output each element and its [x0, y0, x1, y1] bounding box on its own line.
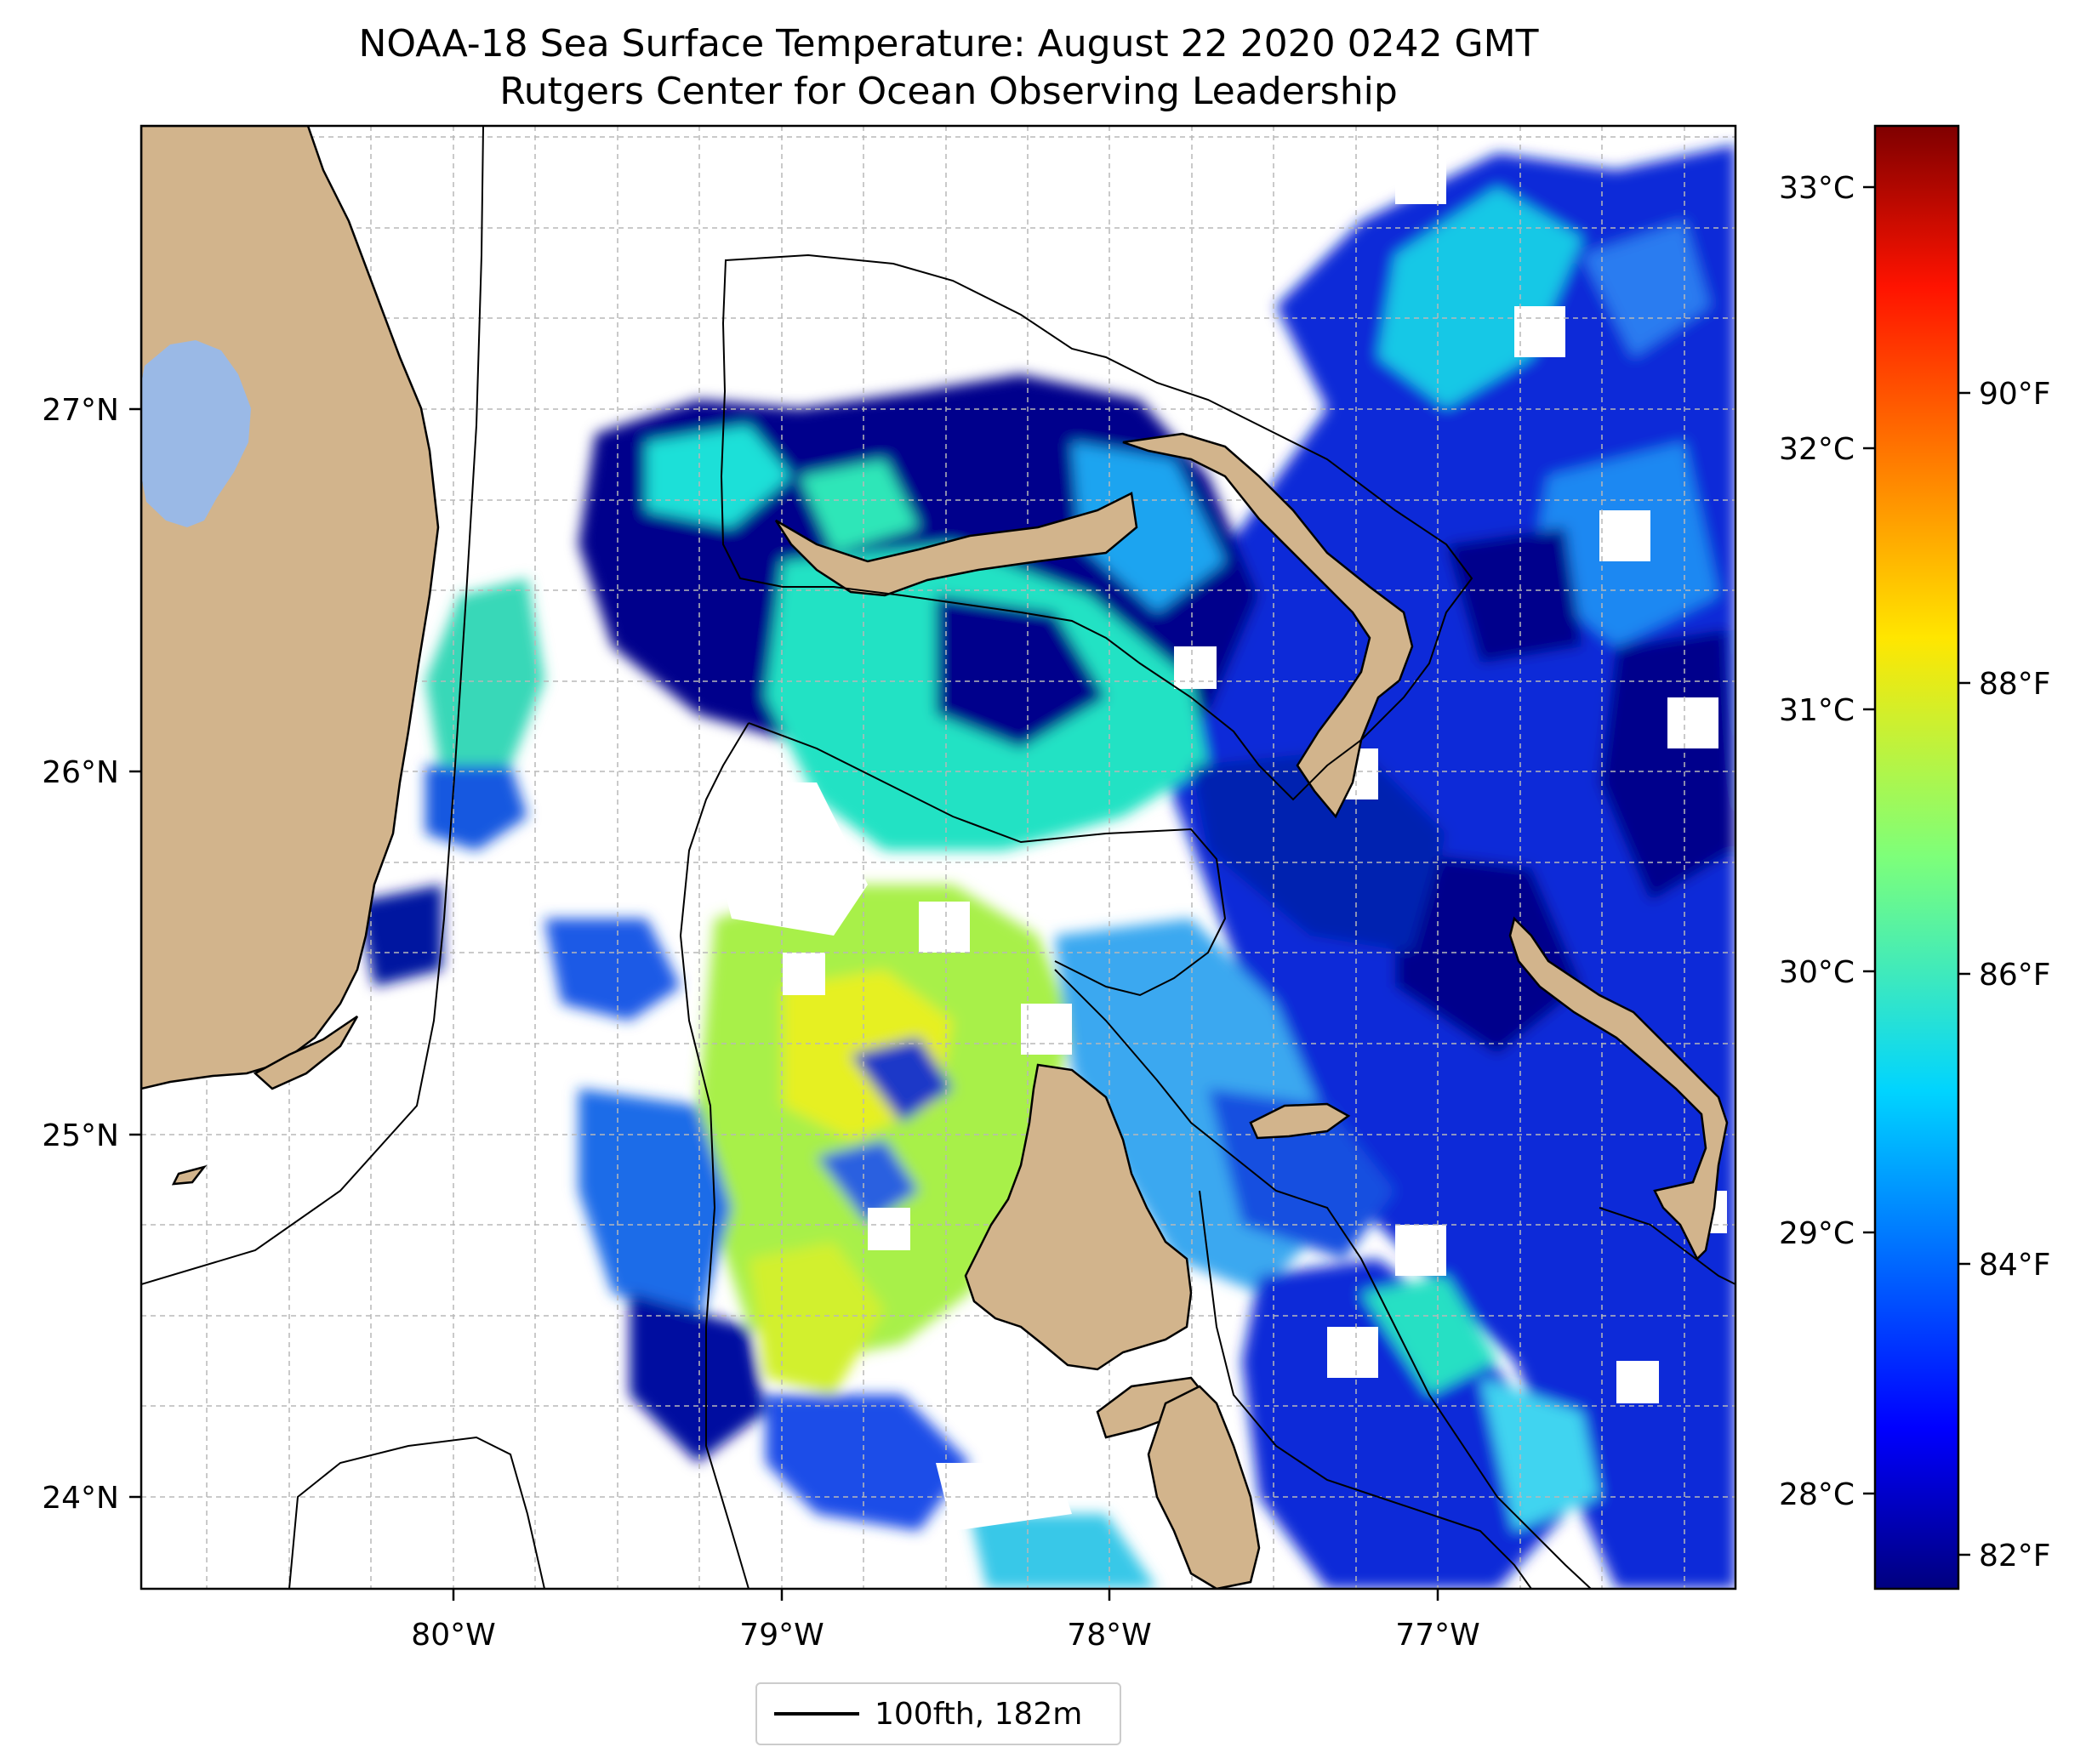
legend: 100fth, 182m	[755, 1682, 1121, 1745]
map-plot-area	[141, 126, 1735, 1589]
colorbar: 28°C 29°C 30°C 31°C 32°C 33°C 82°F 84°F …	[1779, 124, 2051, 1590]
colorbar-celsius-label: 31°C	[1779, 693, 1855, 728]
lon-tick-label: 79°W	[739, 1618, 824, 1653]
colorbar-celsius-label: 29°C	[1779, 1216, 1855, 1251]
florida-keys-1	[253, 1015, 359, 1090]
new-providence	[1249, 1102, 1351, 1140]
lon-tick-label: 78°W	[1067, 1618, 1151, 1653]
lat-tick-label: 26°N	[42, 755, 119, 790]
abaco	[1122, 432, 1414, 819]
axis-tick-labels: 80°W 79°W 78°W 77°W 24°N 25°N 26°N 27°N	[42, 393, 1479, 1653]
isobath-100fth	[141, 126, 1735, 1589]
map-title: NOAA-18 Sea Surface Temperature: August …	[358, 22, 1539, 65]
florida-keys-2	[171, 1164, 208, 1186]
colorbar-fahrenheit-label: 90°F	[1979, 377, 2051, 412]
lat-tick-label: 24°N	[42, 1481, 119, 1516]
colorbar-celsius-label: 28°C	[1779, 1477, 1855, 1512]
map-subtitle: Rutgers Center for Ocean Observing Leade…	[499, 70, 1398, 113]
colorbar-celsius-label: 30°C	[1779, 955, 1855, 990]
lon-tick-label: 80°W	[411, 1618, 495, 1653]
colorbar-fahrenheit-label: 86°F	[1979, 958, 2051, 993]
eleuthera	[1508, 916, 1729, 1261]
colorbar-celsius-label: 33°C	[1779, 171, 1855, 206]
lake-okeechobee	[141, 340, 251, 527]
legend-line-swatch	[774, 1712, 859, 1716]
lat-tick-label: 27°N	[42, 393, 119, 428]
axis-ticks	[129, 407, 1439, 1601]
map-frame	[140, 124, 1737, 1590]
legend-label: 100fth, 182m	[875, 1696, 1083, 1732]
colorbar-gradient	[1873, 124, 1960, 1590]
lat-tick-label: 25°N	[42, 1118, 119, 1153]
lon-tick-label: 77°W	[1395, 1618, 1479, 1653]
andros	[964, 1063, 1193, 1371]
colorbar-fahrenheit-label: 82°F	[1979, 1539, 2051, 1573]
andros-south-2	[1147, 1385, 1261, 1589]
colorbar-fahrenheit-label: 84°F	[1979, 1248, 2051, 1283]
colorbar-fahrenheit-label: 88°F	[1979, 667, 2051, 702]
colorbar-celsius-label: 32°C	[1779, 432, 1855, 467]
